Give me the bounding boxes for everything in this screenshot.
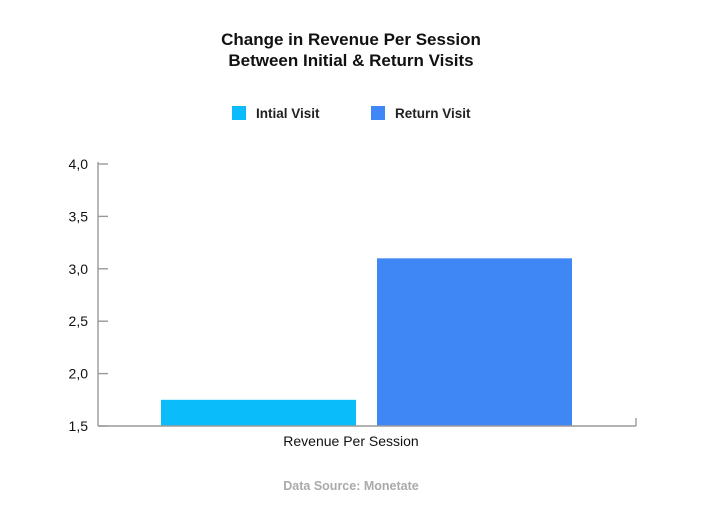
y-tick-label: 3,0 [69, 261, 89, 277]
y-tick-label: 2,0 [69, 366, 89, 382]
bar-return-visit [377, 258, 572, 426]
y-tick-label: 2,5 [69, 313, 89, 329]
legend-label-initial-visit: Intial Visit [256, 106, 320, 121]
bar-intial-visit [161, 399, 356, 426]
chart-title-line-2: Between Initial & Return Visits [228, 51, 473, 70]
legend: Intial Visit Return Visit [232, 106, 471, 121]
y-axis-ticks: 1,5 2,0 2,5 3,0 3,5 4,0 [69, 156, 108, 434]
data-source-note: Data Source: Monetate [283, 479, 418, 493]
bars [161, 258, 572, 426]
legend-swatch-return-visit [371, 106, 385, 120]
y-tick-label: 1,5 [69, 418, 89, 434]
y-tick-label: 3,5 [69, 208, 89, 224]
y-tick-label: 4,0 [69, 156, 89, 172]
chart-title-line-1: Change in Revenue Per Session [221, 30, 481, 49]
legend-label-return-visit: Return Visit [395, 106, 471, 121]
x-category-label: Revenue Per Session [283, 433, 418, 449]
legend-swatch-initial-visit [232, 106, 246, 120]
